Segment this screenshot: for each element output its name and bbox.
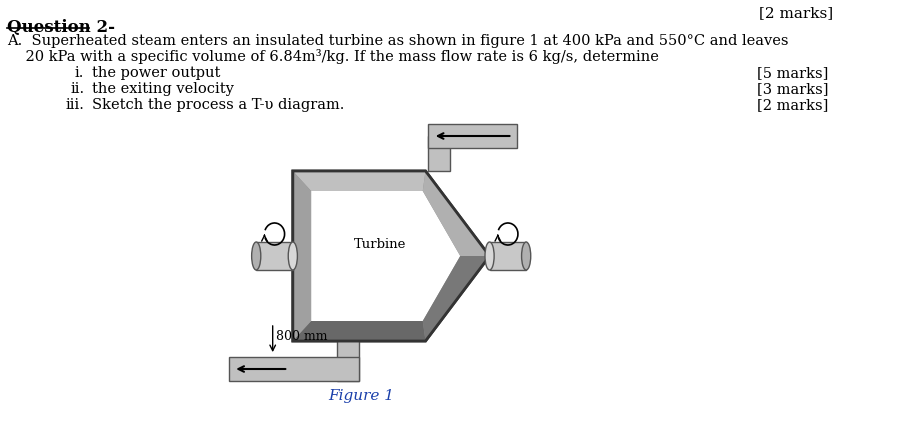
Text: Turbine: Turbine	[354, 238, 406, 250]
Polygon shape	[423, 256, 489, 341]
Text: Question 2-: Question 2-	[7, 19, 115, 36]
Bar	[429, 136, 450, 171]
Bar	[489, 242, 526, 270]
Polygon shape	[293, 171, 489, 341]
Bar	[429, 124, 517, 148]
Text: iii.: iii.	[65, 98, 84, 112]
Polygon shape	[423, 171, 489, 256]
Bar	[337, 341, 359, 381]
Bar	[229, 357, 359, 381]
Text: [2 marks]: [2 marks]	[758, 6, 833, 20]
Text: [2 marks]: [2 marks]	[757, 98, 828, 112]
Text: i.: i.	[75, 66, 84, 80]
Text: [5 marks]: [5 marks]	[757, 66, 828, 80]
Polygon shape	[293, 321, 426, 341]
Text: [3 marks]: [3 marks]	[757, 82, 828, 96]
Ellipse shape	[252, 242, 261, 270]
Text: the exiting velocity: the exiting velocity	[92, 82, 234, 96]
Text: A.  Superheated steam enters an insulated turbine as shown in figure 1 at 400 kP: A. Superheated steam enters an insulated…	[7, 34, 789, 48]
Polygon shape	[293, 171, 311, 341]
Text: Figure 1: Figure 1	[329, 389, 395, 403]
Text: 800 mm: 800 mm	[277, 330, 328, 344]
Ellipse shape	[289, 242, 298, 270]
Text: ii.: ii.	[70, 82, 84, 96]
Text: 20 kPa with a specific volume of 6.84m³/kg. If the mass flow rate is 6 kg/s, det: 20 kPa with a specific volume of 6.84m³/…	[7, 49, 660, 64]
Polygon shape	[311, 191, 460, 321]
Text: the power output: the power output	[92, 66, 220, 80]
Text: Sketch the process a T-υ diagram.: Sketch the process a T-υ diagram.	[92, 98, 344, 112]
Bar	[256, 242, 293, 270]
Ellipse shape	[485, 242, 494, 270]
Polygon shape	[293, 171, 426, 191]
Ellipse shape	[521, 242, 530, 270]
